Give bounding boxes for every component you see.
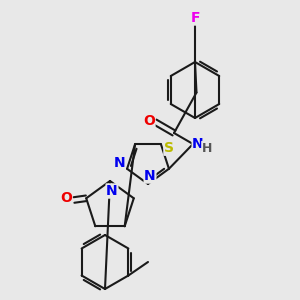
Text: N: N xyxy=(144,169,156,183)
Text: N: N xyxy=(106,184,118,198)
Text: H: H xyxy=(202,142,212,154)
Text: N: N xyxy=(113,156,125,170)
Text: N: N xyxy=(192,137,204,151)
Text: O: O xyxy=(60,191,72,205)
Text: F: F xyxy=(190,11,200,25)
Text: S: S xyxy=(164,141,174,155)
Text: O: O xyxy=(143,114,155,128)
